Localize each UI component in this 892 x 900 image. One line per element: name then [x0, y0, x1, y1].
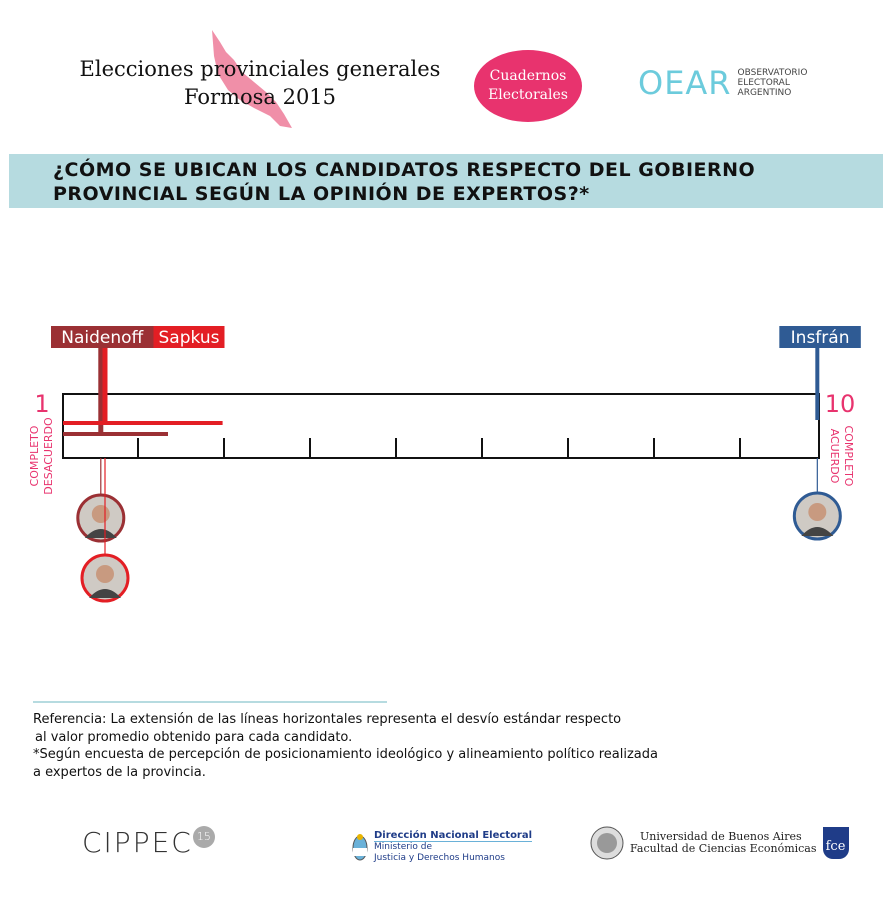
oear-line-1: OBSERVATORIO	[737, 68, 808, 78]
formosa-map-shape	[212, 30, 292, 128]
candidate-name: Insfrán	[791, 328, 850, 348]
shoulders-icon	[84, 529, 117, 538]
max-caption-1: COMPLETO	[842, 426, 855, 487]
label-box	[779, 326, 861, 348]
face-icon	[808, 503, 827, 521]
question-banner: ¿CÓMO SE UBICAN LOS CANDIDATOS RESPECTO …	[9, 154, 883, 208]
uba-seal-icon	[590, 826, 624, 860]
cuadernos-electorales-badge: Cuadernos Electorales	[474, 50, 582, 122]
banner-line-1: ¿CÓMO SE UBICAN LOS CANDIDATOS RESPECTO …	[53, 159, 756, 181]
max-label: 10	[825, 390, 856, 418]
title-line-1: Elecciones provinciales generales	[79, 57, 441, 81]
face-icon	[96, 565, 114, 583]
candidate-label-insfrán: Insfrán	[779, 326, 861, 348]
argentina-shield-icon	[352, 834, 368, 861]
cippec-15-badge: 15	[192, 826, 215, 848]
oear-line-2: ELECTORAL	[737, 78, 790, 88]
candidate-label-naidenoff: Naidenoff	[51, 326, 154, 348]
badge-line-2: Electorales	[488, 87, 568, 103]
scale-frame	[62, 393, 820, 459]
label-box	[51, 326, 154, 348]
uba-line-1: Universidad de Buenos Aires	[640, 830, 802, 843]
reference-line-2: al valor promedio obtenido para cada can…	[35, 729, 353, 745]
oear-line-3: ARGENTINO	[737, 88, 792, 98]
oear-logo: OEAR OBSERVATORIO ELECTORAL ARGENTINO	[638, 64, 807, 102]
candidate-name: Sapkus	[159, 328, 220, 348]
min-caption-1: COMPLETO	[28, 425, 41, 486]
reference-line-3: *Según encuesta de percepción de posicio…	[33, 747, 658, 762]
reference-line-1: Referencia: La extensión de las líneas h…	[33, 712, 622, 727]
badge-line-1: Cuadernos	[489, 68, 567, 84]
shoulders-icon	[89, 589, 121, 598]
shoulders-icon	[801, 527, 834, 536]
reference-note: Referencia: La extensión de las líneas h…	[33, 711, 658, 781]
max-caption-2: ACUERDO	[828, 429, 841, 484]
reference-line-4: a expertos de la provincia.	[33, 764, 206, 780]
min-label: 1	[34, 390, 49, 418]
page-title: Elecciones provinciales generales Formos…	[60, 55, 460, 111]
dne-title: Dirección Nacional Electoral	[374, 830, 533, 842]
candidate-label-sapkus: Sapkus	[153, 326, 225, 348]
label-box	[153, 326, 225, 348]
banner-line-2: PROVINCIAL SEGÚN LA OPINIÓN DE EXPERTOS?…	[53, 183, 590, 205]
dne-logo: Dirección Nacional Electoral Ministerio …	[352, 830, 533, 864]
title-line-2: Formosa 2015	[183, 85, 337, 109]
uba-logo: Universidad de Buenos Aires Facultad de …	[590, 826, 849, 860]
cippec-text: CIPPEC	[82, 826, 193, 859]
reference-divider	[33, 701, 387, 703]
fce-logo: fce	[822, 827, 849, 859]
cippec-logo: CIPPEC 15	[82, 826, 215, 859]
uba-line-2: Facultad de Ciencias Económicas	[630, 842, 817, 855]
candidate-name: Naidenoff	[61, 328, 144, 348]
dne-sub-1: Ministerio de	[374, 842, 433, 852]
min-caption-2: DESACUERDO	[42, 417, 55, 495]
face-icon	[91, 505, 110, 523]
oear-logo-mark: OEAR	[638, 64, 732, 102]
dne-sub-2: Justicia y Derechos Humanos	[374, 853, 505, 863]
